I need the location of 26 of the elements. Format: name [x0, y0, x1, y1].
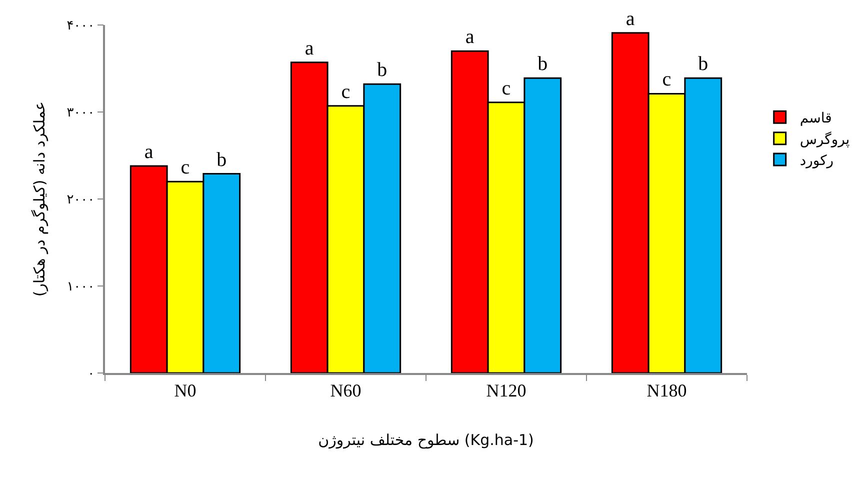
legend-label: رکورد — [800, 153, 834, 170]
data-label: b — [698, 53, 708, 76]
y-axis-title: عملکرد دانه (کیلوگرم در هکتار) — [30, 101, 48, 297]
data-label: c — [662, 68, 672, 91]
legend-label: پروگرس — [800, 130, 850, 148]
y-tick-label: ۳۰۰۰ — [66, 106, 95, 121]
x-axis-title: سطوح مختلف نیتروژن (Kg.ha-1) — [318, 430, 534, 449]
data-label: b — [216, 148, 227, 171]
data-label: a — [144, 140, 154, 163]
x-tick-label: N0 — [174, 380, 196, 400]
y-tick-label: ۲۰۰۰ — [66, 192, 95, 208]
data-label: a — [304, 37, 314, 60]
y-tick-label: ۴۰۰۰ — [66, 18, 95, 34]
y-tick-label: ۰ — [88, 366, 95, 382]
data-label: a — [465, 26, 474, 48]
data-label: b — [538, 53, 548, 76]
x-tick-label: N180 — [646, 380, 687, 400]
x-tick-label: N120 — [486, 380, 526, 400]
data-label: c — [341, 80, 350, 103]
y-tick-label: ۱۰۰۰ — [66, 280, 95, 295]
x-tick-label: N60 — [330, 380, 362, 400]
data-label: c — [502, 77, 511, 100]
legend-label: قاسم — [800, 110, 832, 127]
data-label: c — [180, 156, 190, 179]
data-label: a — [626, 8, 635, 30]
data-label: b — [377, 59, 388, 82]
